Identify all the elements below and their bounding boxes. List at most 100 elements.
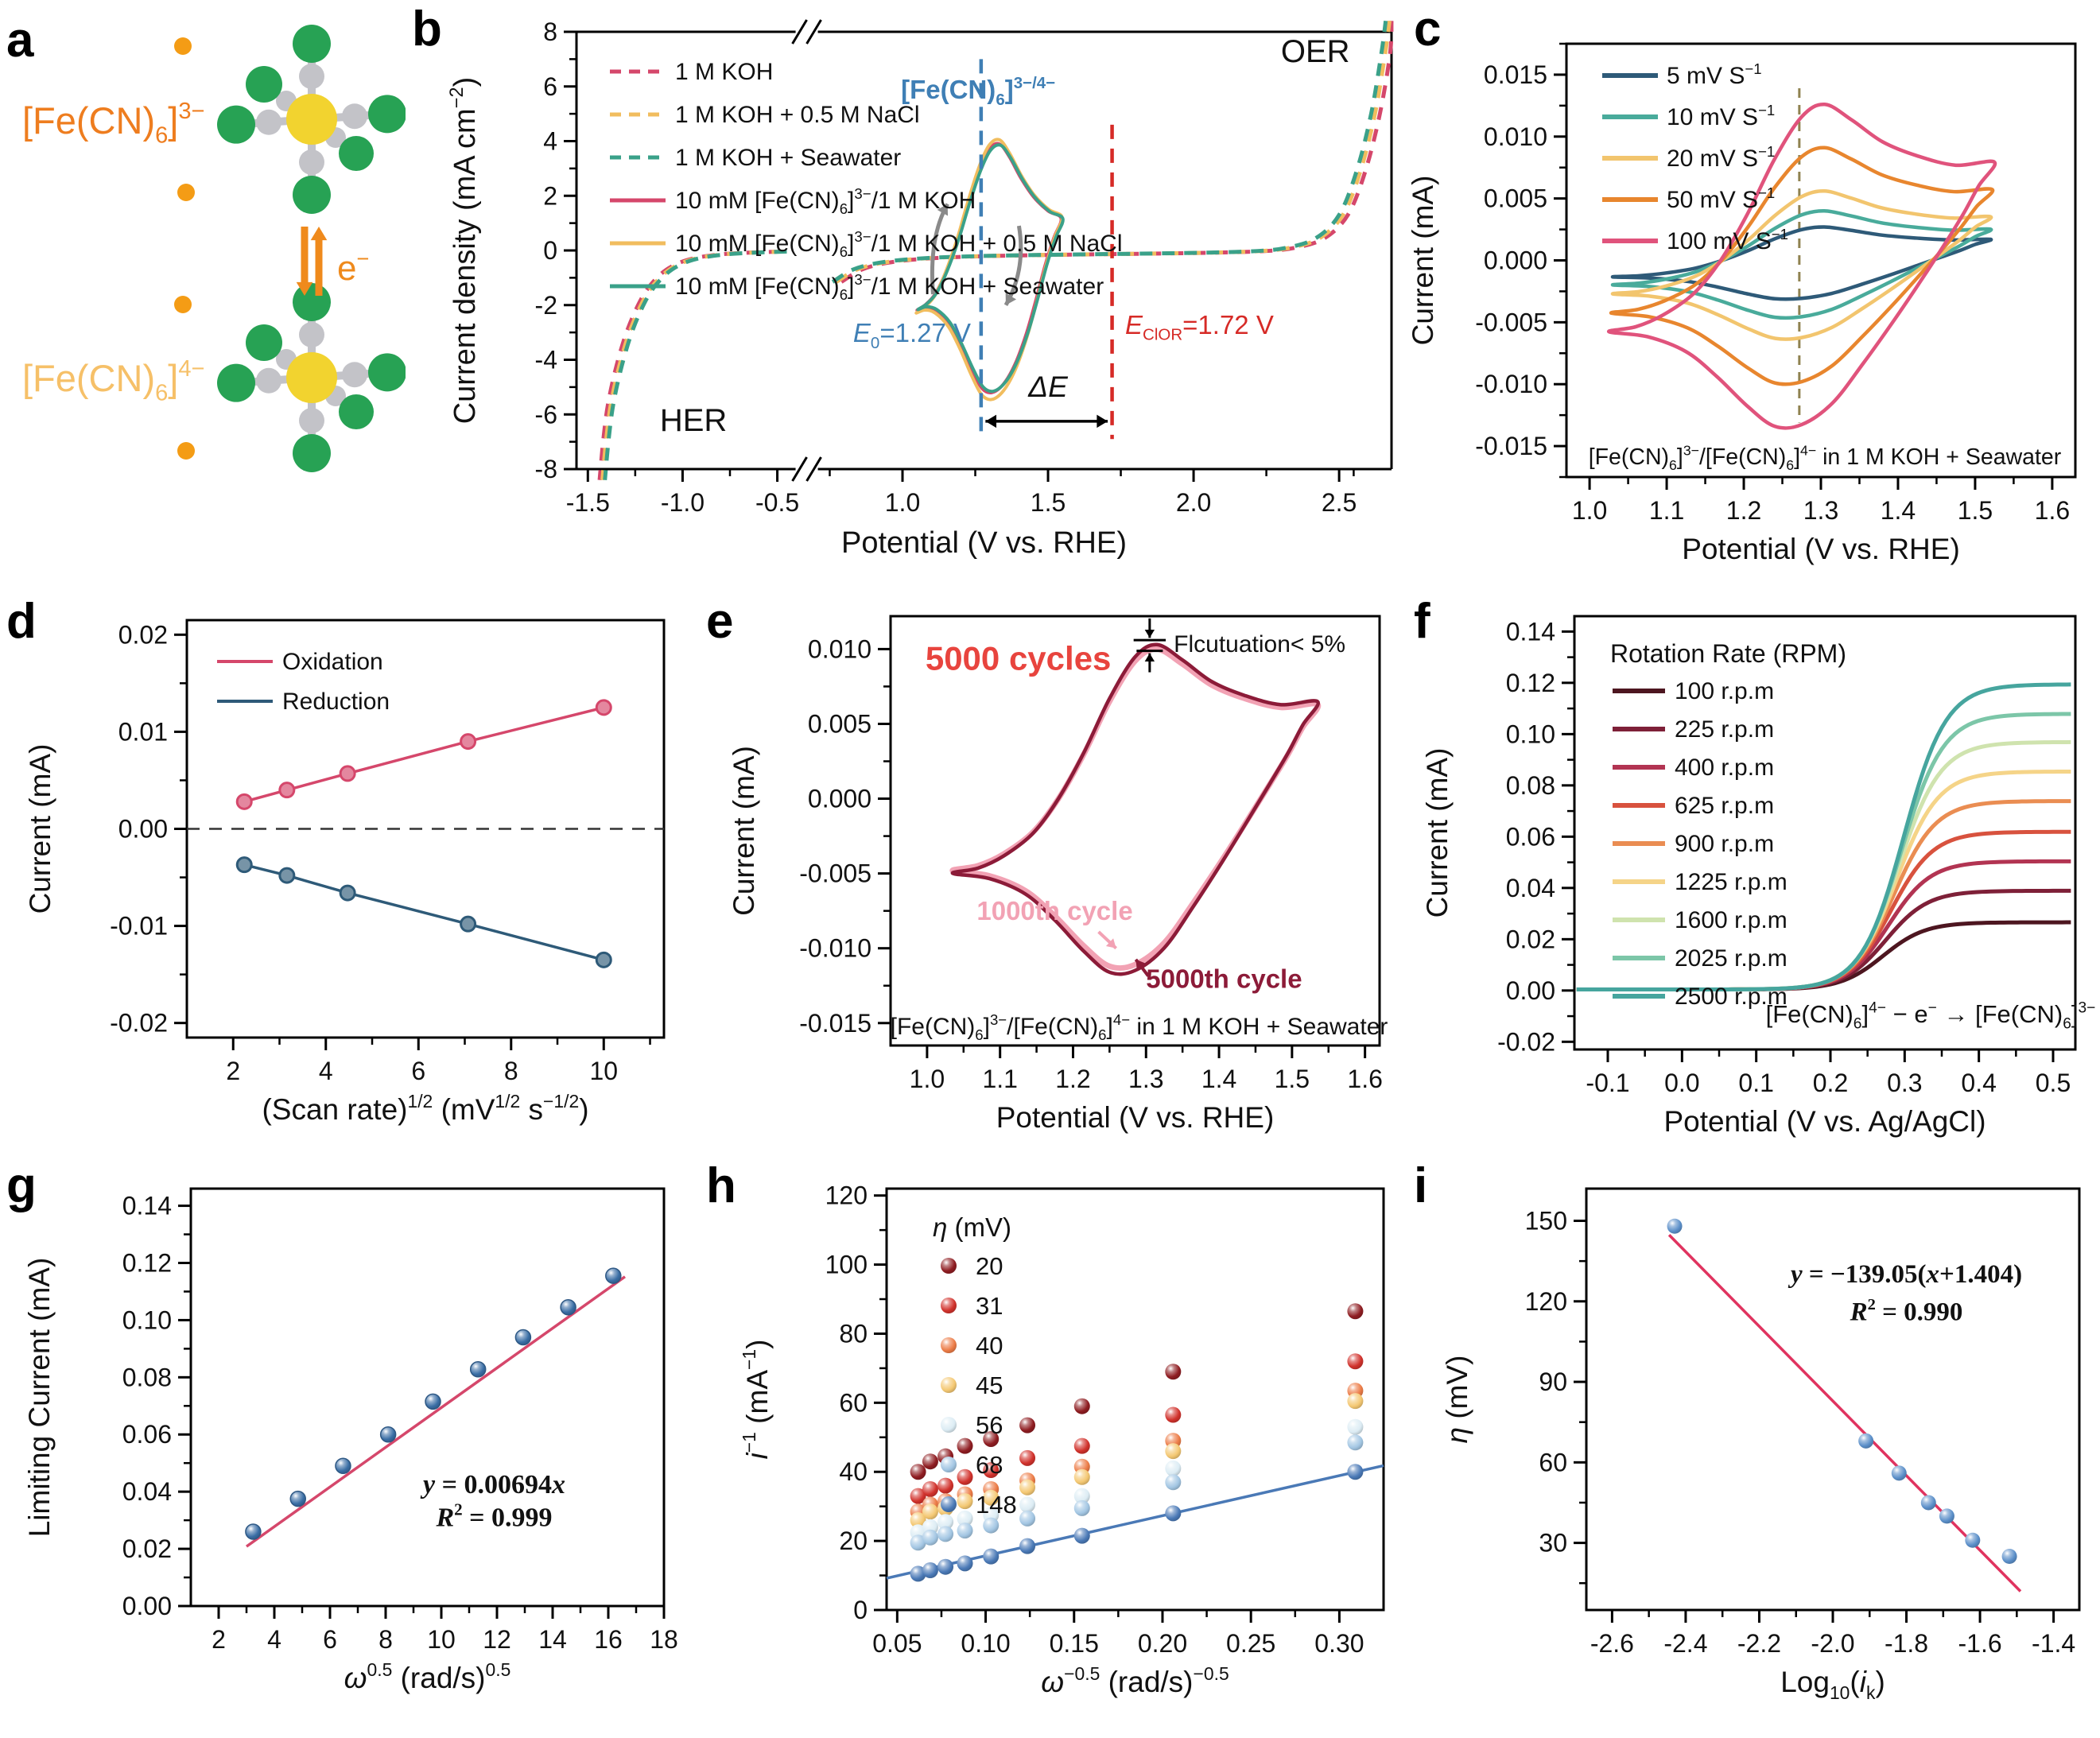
carbon-atom (299, 322, 324, 347)
x-axis: 1.0 1.1 1.2 1.3 1.4 1.5 1.6 (1572, 477, 2070, 525)
data-point (1858, 1433, 1874, 1449)
x-tick-label: 1.6 (1347, 1065, 1382, 1093)
y-axis-title: Current (mA) (1407, 176, 1439, 346)
data-point-eta-56 (1073, 1488, 1090, 1504)
y-tick-label: 20 (839, 1527, 868, 1555)
x-tick-label: 0.10 (961, 1629, 1010, 1658)
x-tick-label: 2.5 (1322, 488, 1357, 517)
panel-letter-i: i (1414, 1158, 1428, 1213)
y-tick-label: 120 (825, 1181, 868, 1210)
data-point-eta-45 (910, 1512, 926, 1529)
chart-d-peak-current: 2 4 6 8 10 -0.02 -0.01 0.00 0.01 0.02 (Scan rate)1… (24, 619, 666, 1126)
data-point-eta-45 (957, 1493, 973, 1510)
legend-swatch (941, 1417, 957, 1433)
x-tick-label: 1.1 (1649, 496, 1684, 525)
species-label-ferricyanide: [Fe(CN)6]3− (22, 99, 205, 148)
data-point (1667, 1218, 1683, 1234)
data-point-eta-45 (1019, 1479, 1036, 1496)
y-tick-label: 40 (839, 1457, 868, 1486)
y-tick-label: -6 (535, 400, 557, 429)
data-point-eta-20 (1347, 1303, 1364, 1320)
x-tick-label: 8 (504, 1057, 518, 1085)
legend-label: 40 (976, 1332, 1003, 1360)
ferricyanide-molecule (174, 283, 406, 472)
data-point-eta-31 (1019, 1449, 1036, 1466)
legend-swatch (941, 1337, 957, 1353)
y-tick-label: 60 (1539, 1448, 1567, 1476)
x-tick-label: -2.0 (1811, 1629, 1854, 1658)
x-tick-label: 1.1 (982, 1065, 1017, 1093)
x-tick-label: -2.2 (1737, 1629, 1781, 1658)
arrow-head (1105, 938, 1116, 949)
y-tick-label: 0.02 (1506, 925, 1555, 953)
cycle-1000-label: 1000th cycle (976, 896, 1132, 925)
x-tick-label: 1.0 (1572, 496, 1607, 525)
data-point-eta-56 (937, 1514, 954, 1530)
data-point-eta-68 (1019, 1510, 1036, 1527)
y-tick-label: 2 (543, 181, 557, 210)
data-point-eta-31 (937, 1477, 954, 1494)
legend: 1 M KOH 1 M KOH + 0.5 M NaCl 1 M KOH + Sea… (610, 59, 1123, 303)
data-point-eta-68 (1347, 1434, 1364, 1451)
legend: 5 mV S−1 10 mV S−1 20 mV S−1 50 mV S−1 100 m… (1602, 60, 1788, 254)
x-tick-label: 6 (323, 1625, 337, 1654)
data-point (1920, 1495, 1936, 1511)
axis-break-mark (805, 19, 822, 45)
data-point-eta-56 (957, 1510, 973, 1527)
y-tick-label: 100 (825, 1251, 868, 1279)
data-point-eta-20 (1073, 1398, 1090, 1414)
x-axis-title: Potential (V vs. RHE) (1682, 533, 1960, 565)
x-tick-label: 0.3 (1887, 1069, 1922, 1097)
cv-series (949, 642, 1322, 976)
data-point-eta-56 (1347, 1418, 1364, 1435)
x-tick-label: -1.5 (566, 488, 610, 517)
y-axis-title: Current (mA) (24, 744, 56, 914)
legend: Rotation Rate (RPM) 100 r.p.m 225 r.p.m 400… (1610, 639, 1846, 1010)
carbon-atom (342, 362, 367, 388)
legend-label: 100 r.p.m (1675, 678, 1774, 704)
data-point (2001, 1548, 2017, 1564)
x-axis-title: (Scan rate)1/2 (mV1/2 s−1/2) (262, 1091, 588, 1126)
legend-swatch (941, 1377, 957, 1393)
axes: -0.1 0.0 0.1 0.2 0.3 0.4 0.5 -0.02 0.00 0.02 0.04 0… (1421, 615, 2077, 1138)
x-tick-label: 8 (378, 1625, 393, 1654)
cv-loop-5000th-cycle (950, 642, 1321, 976)
x-tick-label: 10 (589, 1057, 618, 1085)
y-tick-label: 150 (1525, 1207, 1567, 1236)
x-tick-label: -2.6 (1590, 1629, 1634, 1658)
data-point-eta-68 (937, 1526, 954, 1542)
y-tick-label: 90 (1539, 1368, 1567, 1396)
x-tick-label: 1.0 (885, 488, 920, 517)
panel-letter-g: g (6, 1158, 37, 1213)
y-axis: 0 20 40 60 80 100 120 (825, 1181, 887, 1624)
x-axis: -0.1 0.0 0.1 0.2 0.3 0.4 0.5 (1586, 1049, 2071, 1097)
x-tick-label: 0.05 (872, 1629, 922, 1658)
axes: -1.5 -1.0 -0.5 1.0 1.5 2.0 2.5 -8 -6 -4 -2 0 2 4 6 8 Pot… (447, 17, 1393, 560)
nitrogen-atom (293, 283, 331, 321)
data-point (425, 1393, 441, 1410)
data-point-eta-20 (922, 1453, 938, 1470)
data-point (245, 1523, 262, 1540)
oer-curve (840, 21, 1394, 284)
panel-b: b -1.5 -1.0 -0.5 1.0 1.5 2.0 2.5 -8 -6 -4 -2 0 2 4 6 8 P… (406, 0, 1407, 592)
x-axis: -1.5 -1.0 -0.5 1.0 1.5 2.0 2.5 (566, 469, 1357, 517)
redox-cv-loop (916, 143, 1065, 394)
data-point-reduction (595, 951, 612, 968)
x-tick-label: 0.20 (1138, 1629, 1187, 1658)
y-tick-label: 0.005 (808, 709, 871, 738)
panel-letter-b: b (412, 2, 442, 56)
carbon-atom (299, 408, 324, 433)
delta-e-label: ΔE (1027, 370, 1069, 403)
data-points (1667, 1218, 2017, 1564)
x-tick-label: 0.4 (1961, 1069, 1996, 1097)
cv-loop (1610, 208, 1993, 320)
electron-label: e− (337, 246, 369, 288)
y-tick-label: 0.08 (1506, 771, 1555, 800)
legend-swatch (941, 1496, 957, 1512)
counterion-atom (177, 184, 195, 201)
fluctuation-annotation: Flcutuation< 5% (1174, 631, 1345, 658)
y-axis-title: Current (mA) (728, 746, 760, 916)
nitrogen-atom (293, 434, 331, 472)
data-point-eta-31 (1073, 1437, 1090, 1454)
y-tick-label: 0.010 (808, 634, 871, 663)
